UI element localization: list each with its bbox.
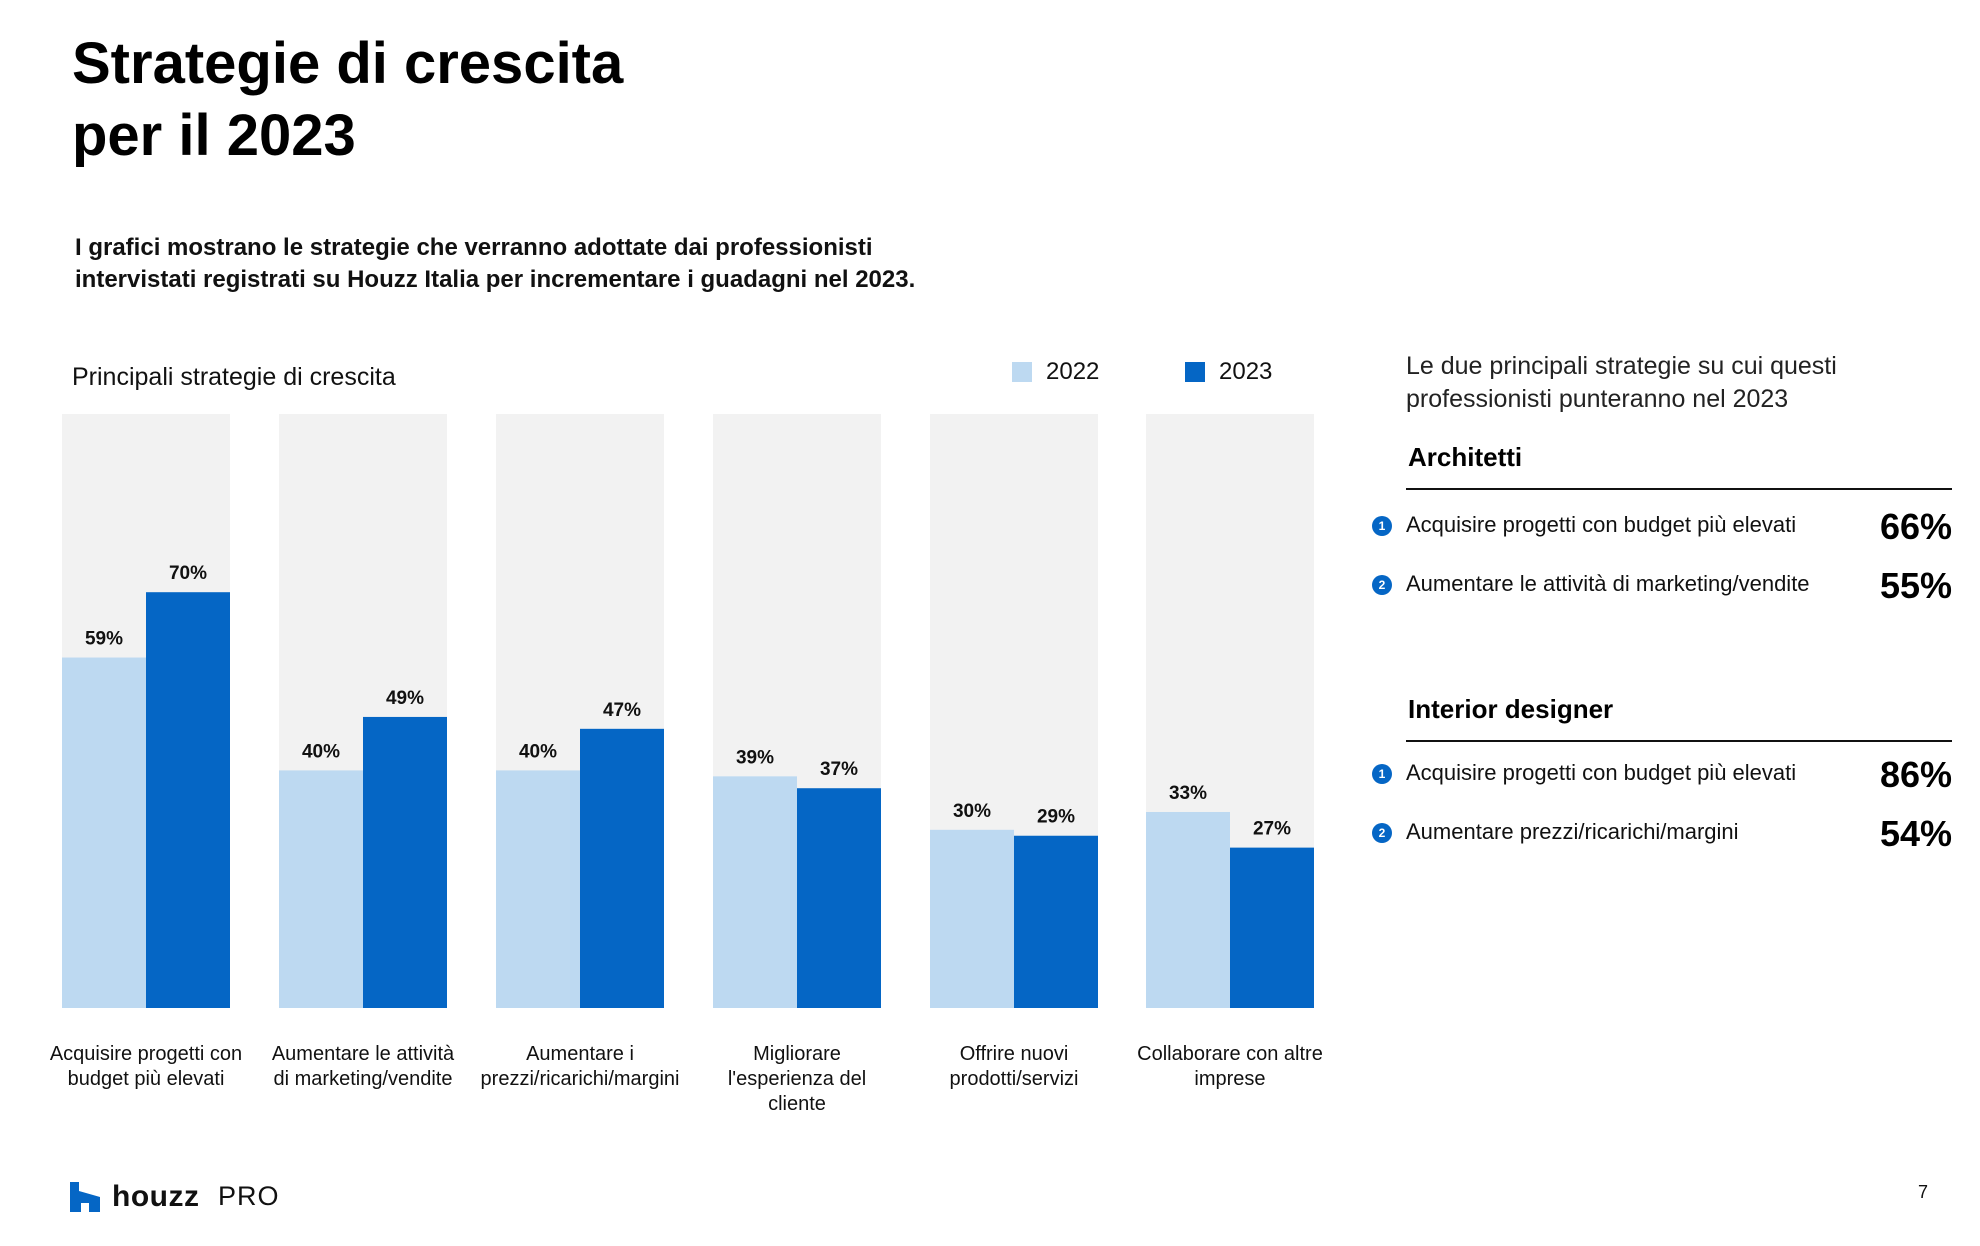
architects-divider xyxy=(1406,488,1952,490)
data-label-2023: 37% xyxy=(820,759,858,780)
category-label: Aumentare le attività xyxy=(272,1043,455,1065)
bar-2022 xyxy=(930,829,1014,1008)
page-subtitle-line-1: I grafici mostrano le strategie che verr… xyxy=(75,234,873,261)
legend-swatch-2023 xyxy=(1185,362,1205,382)
brand-name: houzz xyxy=(112,1180,200,1213)
page-subtitle-line-2: intervistati registrati su Houzz Italia … xyxy=(75,266,916,293)
category-label: prodotti/servizi xyxy=(950,1068,1079,1090)
rank-2-badge: 2 xyxy=(1372,575,1392,595)
legend-label-2023: 2023 xyxy=(1219,358,1272,385)
data-label-2022: 40% xyxy=(302,741,340,762)
category-label: Migliorare xyxy=(753,1043,841,1065)
interior-designers-divider xyxy=(1406,740,1952,742)
architects-rank-1-value: 66% xyxy=(1879,506,1952,547)
category-label: prezzi/ricarichi/margini xyxy=(481,1068,680,1090)
category-label: imprese xyxy=(1194,1068,1265,1090)
data-label-2022: 30% xyxy=(953,801,991,822)
page-title-line-2: per il 2023 xyxy=(72,103,356,168)
interior-designers-rank-2-label: Aumentare prezzi/ricarichi/margini xyxy=(1406,819,1739,844)
interior-designers-rank-1-label: Acquisire progetti con budget più elevat… xyxy=(1406,760,1797,785)
page-title-line-1: Strategie di crescita xyxy=(72,31,624,96)
interior-designers-rank-2-value: 54% xyxy=(1879,813,1952,854)
data-label-2022: 40% xyxy=(519,741,557,762)
bar-2023 xyxy=(146,592,230,1008)
category-label: cliente xyxy=(768,1093,826,1115)
category-label: l'esperienza del xyxy=(728,1068,866,1090)
interior-designers-rank-1-value: 86% xyxy=(1879,754,1952,795)
architects-rank-2-label: Aumentare le attività di marketing/vendi… xyxy=(1406,571,1810,596)
brand-suffix: PRO xyxy=(218,1181,280,1211)
data-label-2022: 33% xyxy=(1169,783,1207,804)
rank-2-badge: 2 xyxy=(1372,823,1392,843)
category-label: budget più elevati xyxy=(68,1068,225,1090)
architects-rank-1-row: 1 Acquisire progetti con budget più elev… xyxy=(1372,506,1952,550)
top-strategies-intro-line-1: Le due principali strategie su cui quest… xyxy=(1406,352,1837,380)
bar-2023 xyxy=(580,728,664,1008)
bar-2022 xyxy=(62,657,146,1008)
category-label: di marketing/vendite xyxy=(274,1068,453,1090)
page-number: 7 xyxy=(1918,1182,1929,1202)
bar-2022 xyxy=(279,770,363,1008)
top-strategies-intro-line-2: professionisti punteranno nel 2023 xyxy=(1406,385,1789,413)
data-label-2023: 47% xyxy=(603,700,641,721)
architects-group-title: Architetti xyxy=(1408,442,1523,472)
data-label-2023: 70% xyxy=(169,563,207,584)
bar-2022 xyxy=(496,770,580,1008)
page-subtitle: I grafici mostrano le strategie che verr… xyxy=(75,232,1075,296)
bar-2023 xyxy=(363,716,447,1008)
category-label: Collaborare con altre xyxy=(1137,1043,1323,1065)
page-title: Strategie di crescita per il 2023 xyxy=(72,28,623,172)
data-label-2022: 39% xyxy=(736,747,774,768)
rank-1-badge: 1 xyxy=(1372,516,1392,536)
bar-2022 xyxy=(713,776,797,1008)
data-label-2022: 59% xyxy=(85,629,123,650)
interior-designers-rank-1-row: 1 Acquisire progetti con budget più elev… xyxy=(1372,754,1952,798)
bar-2023 xyxy=(797,788,881,1008)
bar-2023 xyxy=(1014,835,1098,1008)
top-strategies-intro: Le due principali strategie su cui quest… xyxy=(1406,350,1946,416)
category-label: Offrire nuovi xyxy=(960,1043,1069,1065)
growth-strategies-bar-chart: Principali strategie di crescita 2022 2023… xyxy=(50,358,1323,1115)
rank-1-badge: 1 xyxy=(1372,764,1392,784)
legend-swatch-2022 xyxy=(1012,362,1032,382)
data-label-2023: 27% xyxy=(1253,819,1291,840)
category-label: Aumentare i xyxy=(526,1043,634,1065)
interior-designers-rank-2-row: 2 Aumentare prezzi/ricarichi/margini 54% xyxy=(1372,813,1952,857)
legend-label-2022: 2022 xyxy=(1046,358,1099,385)
data-label-2023: 29% xyxy=(1037,807,1075,828)
chart-title: Principali strategie di crescita xyxy=(72,363,396,391)
category-label: Acquisire progetti con xyxy=(50,1043,242,1065)
architects-rank-2-row: 2 Aumentare le attività di marketing/ven… xyxy=(1372,565,1952,609)
architects-rank-2-value: 55% xyxy=(1879,565,1952,606)
bar-2022 xyxy=(1146,811,1230,1008)
architects-rank-1-label: Acquisire progetti con budget più elevat… xyxy=(1406,512,1797,537)
houzz-logo-icon xyxy=(70,1182,100,1212)
data-label-2023: 49% xyxy=(386,688,424,709)
interior-designers-group-title: Interior designer xyxy=(1408,694,1614,724)
bar-2023 xyxy=(1230,847,1314,1008)
